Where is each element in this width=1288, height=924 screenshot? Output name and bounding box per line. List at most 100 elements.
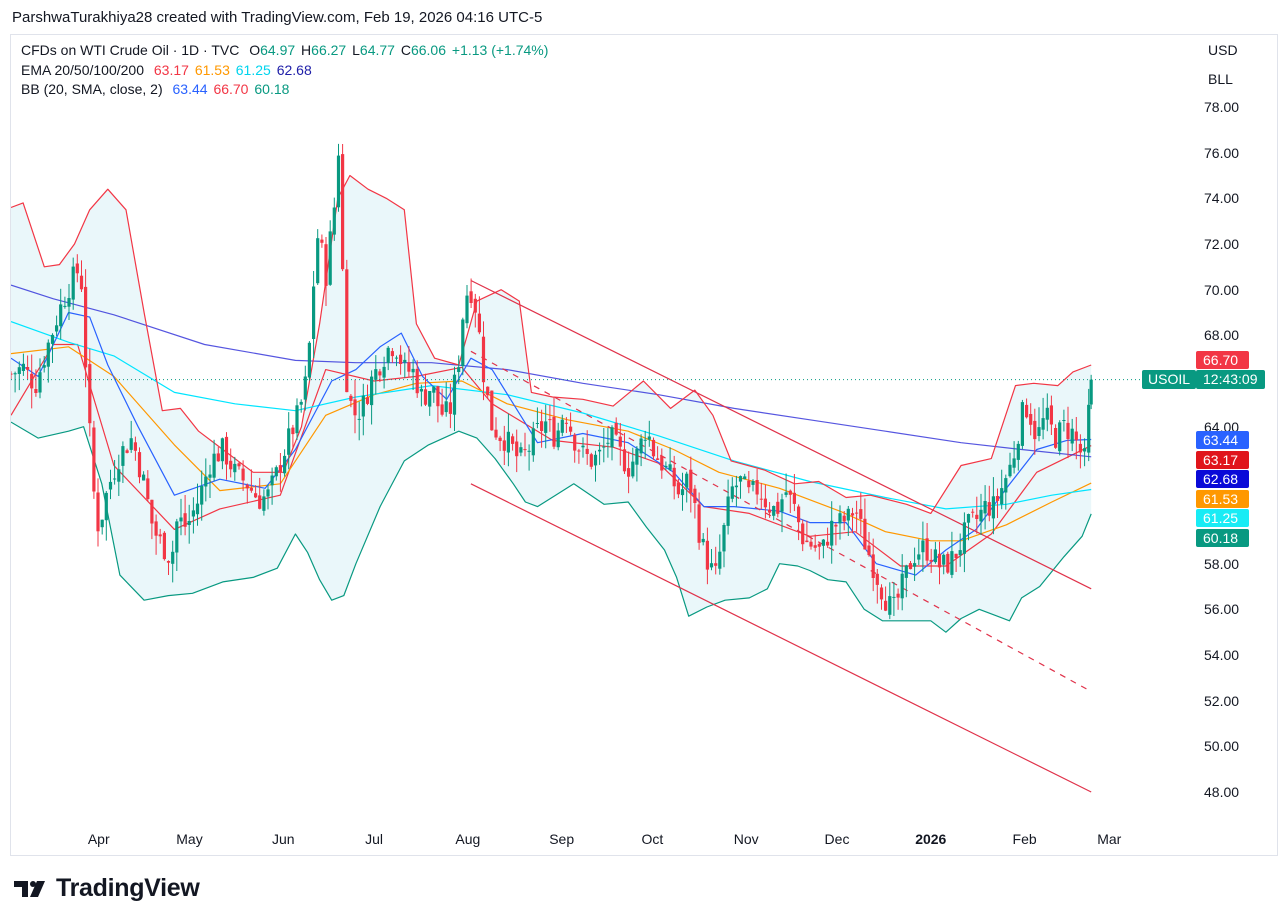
candle-body <box>419 388 423 392</box>
candle-body <box>560 419 564 433</box>
tradingview-logo-text: TradingView <box>56 874 200 902</box>
candle-body <box>283 455 287 474</box>
candle-body <box>208 474 212 478</box>
candle-body <box>581 445 585 448</box>
candle-body <box>971 511 975 513</box>
legend-bb-row[interactable]: BB (20, SMA, close, 2) 63.44 66.70 60.18 <box>21 80 550 100</box>
candle-body <box>668 464 672 470</box>
candle-body <box>768 509 772 513</box>
candle-body <box>88 364 92 424</box>
candle-body <box>647 436 651 440</box>
candle-body <box>262 496 266 511</box>
x-tick-label: Dec <box>824 831 850 847</box>
candle-body <box>772 506 776 516</box>
candle-body <box>639 438 643 454</box>
candle-body <box>805 540 809 543</box>
candle-body <box>896 593 900 598</box>
candle-body <box>755 480 759 495</box>
candle-body <box>370 376 374 406</box>
candle-body <box>979 509 983 522</box>
candle-body <box>183 513 187 527</box>
candle-body <box>46 342 50 367</box>
series-line-bb-lower <box>11 421 1092 633</box>
candle-body <box>975 514 979 519</box>
candle-body <box>1078 443 1082 453</box>
candle-body <box>287 428 291 455</box>
candle-body <box>552 416 556 447</box>
candle-body <box>1074 431 1078 441</box>
candle-body <box>270 475 274 486</box>
candle-body <box>535 423 539 424</box>
candle-body <box>821 539 825 546</box>
candle-body <box>680 489 685 496</box>
candle-body <box>643 439 647 441</box>
candle-body <box>871 554 875 578</box>
candle-body <box>113 478 117 480</box>
x-tick-label: 2026 <box>915 831 947 847</box>
candle-body <box>1000 488 1004 505</box>
y-tick-label: 70.00 <box>1204 281 1240 298</box>
candle-body <box>726 496 730 526</box>
axis-unit[interactable]: BLL <box>1208 71 1233 87</box>
candle-body <box>627 468 631 477</box>
candle-body <box>788 490 792 495</box>
legend-ema-label: EMA 20/50/100/200 <box>21 61 144 78</box>
candle-body <box>154 521 158 536</box>
x-tick-label: Nov <box>733 831 759 847</box>
candle-body <box>519 447 523 453</box>
candle-body <box>440 404 444 415</box>
candle-body <box>125 450 129 453</box>
series-line-channel-upper <box>470 279 1092 590</box>
bollinger-band-fill <box>11 175 1092 633</box>
candle-body <box>490 390 494 431</box>
candle-body <box>759 498 763 500</box>
legend-symbol[interactable]: CFDs on WTI Crude Oil · 1D · TVC <box>21 42 240 58</box>
series-line-bb-basis <box>11 311 1092 576</box>
candle-body <box>1049 405 1053 425</box>
candle-body <box>108 481 113 490</box>
candle-body <box>104 492 108 521</box>
candle-body <box>904 565 908 578</box>
candle-body <box>544 421 548 433</box>
candle-body <box>345 269 349 393</box>
candle-body <box>946 553 950 573</box>
candle-body-last <box>1089 379 1093 405</box>
candle-body <box>1062 420 1066 421</box>
legend-ema200-value: 62.68 <box>276 61 312 78</box>
candle-body <box>50 334 55 344</box>
series-line-ema-50 <box>11 346 1092 542</box>
candle-body <box>386 347 390 363</box>
candle-body <box>995 496 1000 501</box>
candle-body <box>179 517 183 522</box>
legend-bb-label: BB (20, SMA, close, 2) <box>21 81 163 97</box>
candle-body <box>481 336 486 383</box>
axis-currency[interactable]: USD <box>1208 42 1238 58</box>
candle-body <box>879 587 884 600</box>
candle-body <box>751 481 755 485</box>
candle-body <box>158 534 162 537</box>
tradingview-logo[interactable]: TradingView <box>14 874 200 903</box>
candle-body <box>407 362 411 372</box>
candle-body <box>863 518 867 550</box>
candle-body <box>933 549 937 563</box>
series-line-channel-mid <box>470 350 1092 693</box>
candle-body <box>299 401 303 405</box>
candle-body <box>365 397 370 404</box>
candle-body <box>278 465 282 472</box>
candle-body <box>884 600 888 611</box>
candle-body <box>133 442 137 451</box>
candle-body <box>589 454 593 467</box>
legend-low-value: 64.77 <box>359 42 395 58</box>
legend-low-label: L <box>352 42 360 58</box>
legend-high-label: H <box>301 42 312 58</box>
candle-body <box>502 440 506 451</box>
candle-body <box>291 427 295 435</box>
candle-body <box>1070 428 1074 444</box>
legend-ema-row[interactable]: EMA 20/50/100/200 63.17 61.53 61.25 62.6… <box>21 61 550 81</box>
candle-body <box>593 454 598 466</box>
candle-body <box>631 461 635 477</box>
candle-body <box>564 422 568 424</box>
candle-body <box>780 499 784 512</box>
candle-body <box>11 373 13 375</box>
